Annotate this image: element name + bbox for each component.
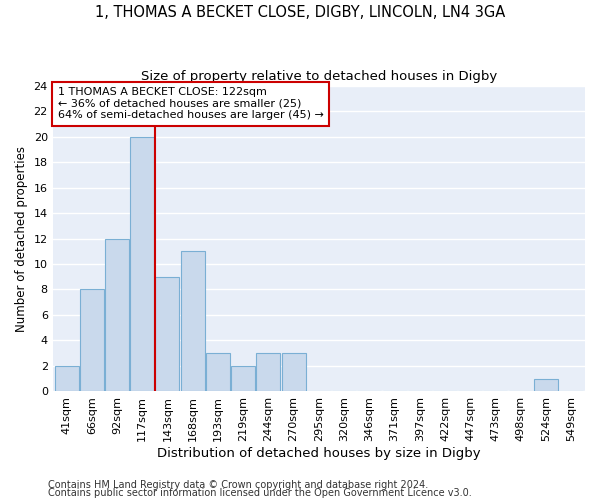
Bar xyxy=(281,353,305,392)
Bar xyxy=(130,136,154,392)
Text: Contains public sector information licensed under the Open Government Licence v3: Contains public sector information licen… xyxy=(48,488,472,498)
Bar xyxy=(105,238,129,392)
Y-axis label: Number of detached properties: Number of detached properties xyxy=(15,146,28,332)
Bar xyxy=(206,353,230,392)
Text: 1 THOMAS A BECKET CLOSE: 122sqm
← 36% of detached houses are smaller (25)
64% of: 1 THOMAS A BECKET CLOSE: 122sqm ← 36% of… xyxy=(58,87,324,120)
Bar xyxy=(155,276,179,392)
Bar xyxy=(181,252,205,392)
Bar xyxy=(55,366,79,392)
Bar xyxy=(80,290,104,392)
X-axis label: Distribution of detached houses by size in Digby: Distribution of detached houses by size … xyxy=(157,447,481,460)
Bar xyxy=(534,378,558,392)
Text: Contains HM Land Registry data © Crown copyright and database right 2024.: Contains HM Land Registry data © Crown c… xyxy=(48,480,428,490)
Bar xyxy=(256,353,280,392)
Title: Size of property relative to detached houses in Digby: Size of property relative to detached ho… xyxy=(141,70,497,83)
Bar xyxy=(231,366,255,392)
Text: 1, THOMAS A BECKET CLOSE, DIGBY, LINCOLN, LN4 3GA: 1, THOMAS A BECKET CLOSE, DIGBY, LINCOLN… xyxy=(95,5,505,20)
